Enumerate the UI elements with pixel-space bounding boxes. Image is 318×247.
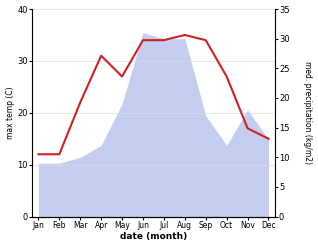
- X-axis label: date (month): date (month): [120, 232, 187, 242]
- Y-axis label: max temp (C): max temp (C): [5, 86, 15, 139]
- Y-axis label: med. precipitation (kg/m2): med. precipitation (kg/m2): [303, 61, 313, 164]
